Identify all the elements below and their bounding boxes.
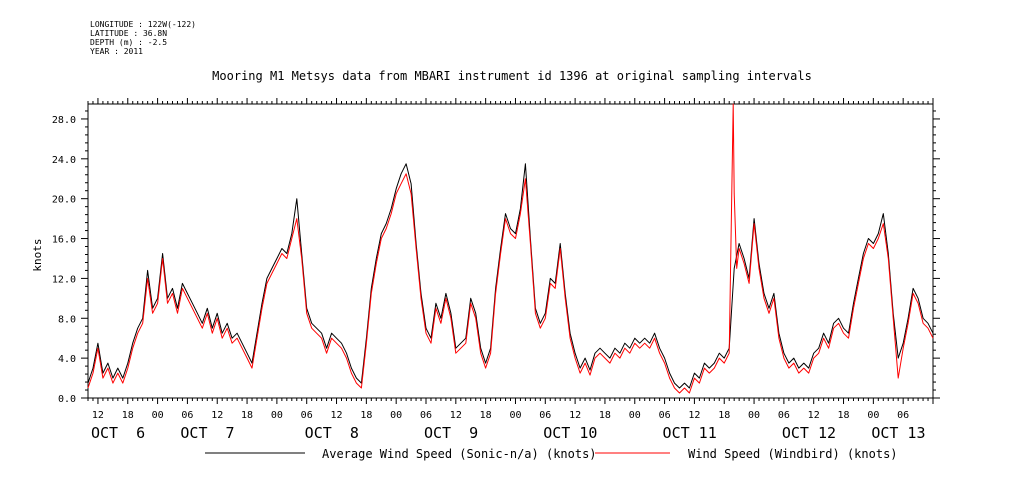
- x-day-label: OCT 11: [663, 424, 717, 442]
- x-tick-label: 00: [748, 410, 760, 421]
- x-day-label: OCT 10: [543, 424, 597, 442]
- x-tick-label: 06: [897, 410, 909, 421]
- x-tick-label: 00: [271, 410, 283, 421]
- x-tick-label: 06: [659, 410, 671, 421]
- x-tick-label: 18: [599, 410, 611, 421]
- header-year: YEAR : 2011: [90, 47, 143, 56]
- x-day-label: OCT 6: [91, 424, 145, 442]
- x-tick-label: 00: [152, 410, 164, 421]
- y-tick-label: 12.0: [52, 274, 76, 285]
- x-tick-label: 18: [838, 410, 850, 421]
- x-tick-label: 12: [688, 410, 700, 421]
- x-tick-label: 18: [241, 410, 253, 421]
- x-day-label: OCT 7: [180, 424, 234, 442]
- x-tick-label: 06: [301, 410, 313, 421]
- y-tick-label: 8.0: [58, 314, 76, 325]
- x-day-label: OCT 13: [871, 424, 925, 442]
- legend-label: Wind Speed (Windbird) (knots): [688, 447, 898, 461]
- series-line-sonic: [87, 163, 934, 389]
- plot-frame: [87, 103, 934, 399]
- x-tick-label: 12: [211, 410, 223, 421]
- x-tick-label: 06: [181, 410, 193, 421]
- legend-label: Average Wind Speed (Sonic-n/a) (knots): [322, 447, 597, 461]
- x-tick-label: 06: [539, 410, 551, 421]
- x-tick-label: 00: [390, 410, 402, 421]
- x-tick-label: 12: [450, 410, 462, 421]
- y-tick-label: 4.0: [58, 354, 76, 365]
- x-tick-label: 00: [629, 410, 641, 421]
- y-axis-label: knots: [31, 238, 44, 271]
- y-tick-label: 20.0: [52, 195, 76, 206]
- header-longitude: LONGITUDE : 122W(-122): [90, 20, 196, 29]
- header-latitude: LATITUDE : 36.8N: [90, 29, 168, 38]
- x-day-label: OCT 8: [305, 424, 359, 442]
- x-tick-label: 12: [808, 410, 820, 421]
- x-tick-label: 00: [867, 410, 879, 421]
- x-tick-label: 18: [480, 410, 492, 421]
- chart-title: Mooring M1 Metsys data from MBARI instru…: [212, 69, 812, 83]
- x-tick-label: 18: [360, 410, 372, 421]
- x-tick-label: 06: [420, 410, 432, 421]
- y-tick-label: 24.0: [52, 155, 76, 166]
- x-tick-label: 12: [331, 410, 343, 421]
- header-depth: DEPTH (m) : -2.5: [90, 38, 168, 47]
- x-tick-label: 18: [122, 410, 134, 421]
- x-tick-label: 06: [778, 410, 790, 421]
- y-tick-label: 16.0: [52, 235, 76, 246]
- x-day-label: OCT 12: [782, 424, 836, 442]
- y-tick-label: 0.0: [58, 394, 76, 405]
- y-tick-label: 28.0: [52, 115, 76, 126]
- x-tick-label: 12: [92, 410, 104, 421]
- x-day-label: OCT 9: [424, 424, 478, 442]
- series-line-windbird: [87, 103, 934, 394]
- x-tick-label: 12: [569, 410, 581, 421]
- x-tick-label: 18: [718, 410, 730, 421]
- x-tick-label: 00: [509, 410, 521, 421]
